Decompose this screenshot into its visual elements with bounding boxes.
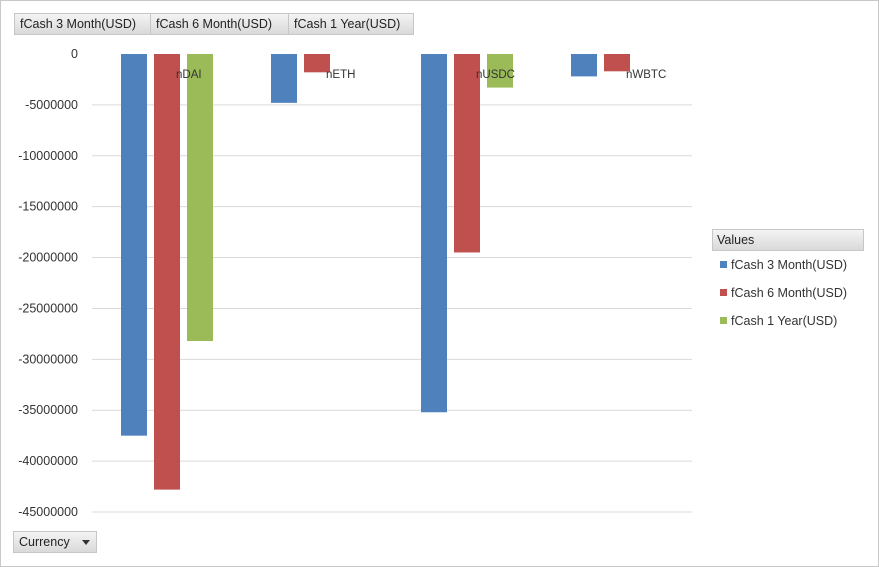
y-tick-label: 0	[71, 47, 78, 61]
bar	[187, 54, 213, 342]
category-label: nWBTC	[626, 69, 666, 81]
bar	[121, 54, 147, 436]
y-tick-label: -45000000	[18, 505, 78, 519]
legend-item-fcash-6-month[interactable]: fCash 6 Month(USD)	[712, 279, 864, 307]
legend-label: fCash 3 Month(USD)	[731, 258, 848, 272]
legend-item-fcash-3-month[interactable]: fCash 3 Month(USD)	[712, 251, 864, 279]
field-button-fcash-1-year[interactable]: fCash 1 Year(USD)	[288, 13, 414, 35]
y-tick-label: -40000000	[18, 454, 78, 468]
bar	[154, 54, 180, 490]
dropdown-arrow-icon	[82, 540, 90, 545]
category-label: nDAI	[176, 69, 202, 81]
legend-label: fCash 6 Month(USD)	[731, 286, 848, 300]
y-tick-label: -5000000	[25, 98, 78, 112]
bar	[604, 54, 630, 72]
y-tick-label: -20000000	[18, 251, 78, 265]
bar	[571, 54, 597, 77]
y-tick-label: -30000000	[18, 352, 78, 366]
y-tick-label: -25000000	[18, 301, 78, 315]
category-label: nETH	[326, 69, 355, 81]
y-tick-label: -10000000	[18, 149, 78, 163]
bar	[271, 54, 297, 103]
y-tick-label: -35000000	[18, 403, 78, 417]
legend-swatch	[720, 289, 727, 296]
legend: Values fCash 3 Month(USD) fCash 6 Month(…	[712, 229, 864, 335]
currency-field-label: Currency	[19, 535, 70, 549]
bar	[304, 54, 330, 73]
bar	[454, 54, 480, 253]
category-label: nUSDC	[476, 69, 515, 81]
currency-field-button[interactable]: Currency	[13, 531, 97, 553]
legend-title[interactable]: Values	[712, 229, 864, 251]
legend-swatch	[720, 261, 727, 268]
legend-item-fcash-1-year[interactable]: fCash 1 Year(USD)	[712, 307, 864, 335]
y-tick-label: -15000000	[18, 200, 78, 214]
bar	[421, 54, 447, 413]
legend-swatch	[720, 317, 727, 324]
bar	[487, 54, 513, 88]
legend-label: fCash 1 Year(USD)	[731, 314, 838, 328]
field-button-fcash-3-month[interactable]: fCash 3 Month(USD)	[14, 13, 151, 35]
